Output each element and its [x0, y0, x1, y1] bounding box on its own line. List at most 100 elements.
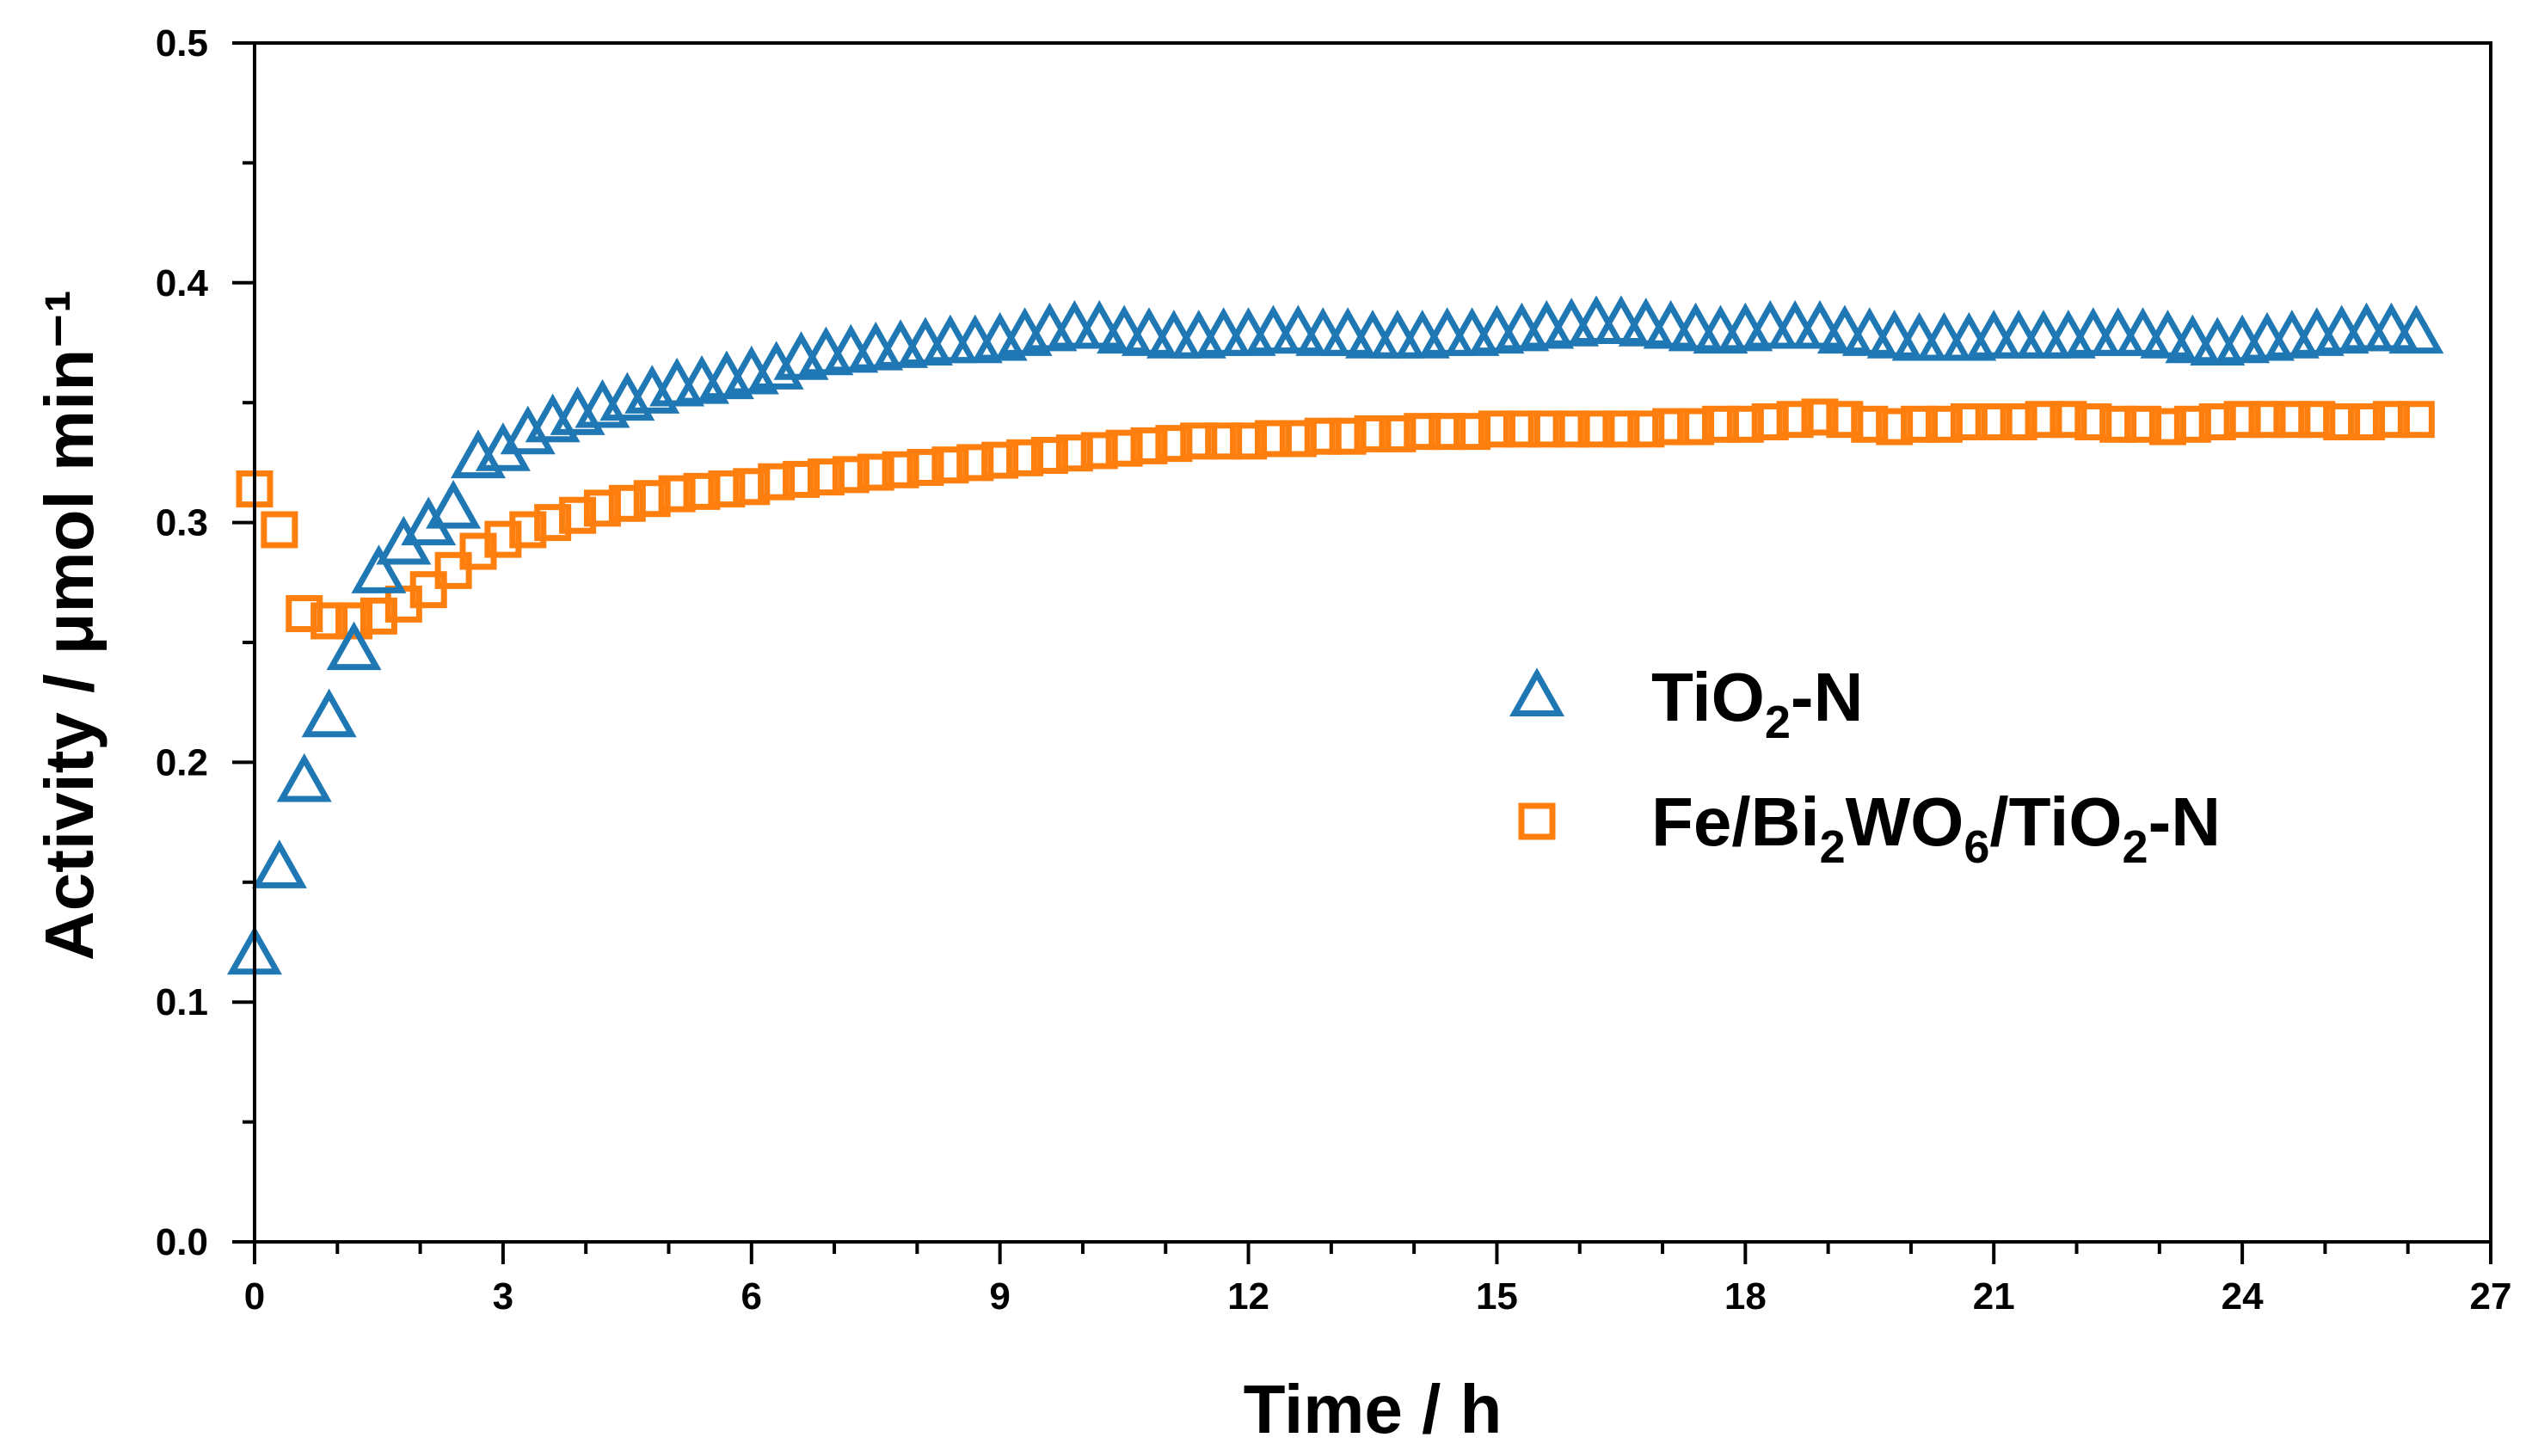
triangle-data-point: [1841, 307, 1897, 356]
square-data-point: [1950, 403, 1988, 441]
square-data-point: [509, 511, 547, 549]
square-data-point: [832, 456, 870, 494]
square-data-point: [1105, 429, 1143, 467]
x-tick-label: 18: [1724, 1275, 1767, 1318]
square-data-point: [1006, 439, 1044, 476]
x-tick-label: 6: [741, 1275, 762, 1318]
triangle-data-point: [351, 544, 407, 593]
legend-label-part: /TiO: [1989, 783, 2122, 860]
series-1-points: [236, 398, 2435, 640]
square-data-point: [1205, 422, 1243, 460]
triangle-data-point: [1792, 299, 1847, 349]
legend-item: Fe/Bi2WO6/TiO2-N: [1518, 783, 2221, 873]
x-tick-label: 12: [1227, 1275, 1269, 1318]
square-data-point: [2148, 408, 2186, 445]
square-data-point: [1404, 413, 1441, 451]
square-data-point: [733, 468, 771, 506]
square-data-point: [1080, 432, 1118, 470]
square-data-point: [2198, 403, 2236, 441]
square-data-point: [1304, 417, 1342, 455]
triangle-data-point: [326, 621, 382, 671]
square-data-point: [1155, 425, 1193, 463]
square-data-point: [335, 602, 373, 640]
square-data-point: [1354, 415, 1392, 452]
square-data-point: [658, 475, 696, 513]
triangle-data-point: [2363, 302, 2419, 352]
triangle-data-point: [1072, 299, 1128, 349]
legend-label-part: Fe/Bi: [1651, 783, 1820, 860]
square-data-point: [2372, 401, 2410, 439]
square-data-point: [459, 532, 497, 570]
square-data-point: [261, 511, 298, 549]
series-0-points: [227, 295, 2444, 975]
x-tick-label: 21: [1973, 1275, 2015, 1318]
square-data-point: [882, 451, 919, 488]
square-data-point: [1726, 405, 1764, 443]
legend-label: TiO2-N: [1651, 659, 1863, 748]
square-data-point: [956, 444, 994, 482]
triangle-data-point: [1122, 307, 1177, 356]
square-data-point: [1454, 413, 1491, 451]
triangle-data-point: [1668, 302, 1724, 352]
square-data-point: [1552, 410, 1590, 448]
y-tick-label: 0.2: [156, 741, 208, 783]
square-data-point: [1329, 417, 1367, 455]
axis-tick-labels: 0 3 6 9 12 15 18 21 24 27 0.0 0.1 0.2 0.3 0.4 0.5: [156, 22, 2512, 1318]
square-data-point: [559, 496, 597, 534]
x-tick-label: 15: [1476, 1275, 1518, 1318]
legend-label-part: -N: [2148, 783, 2221, 860]
triangle-data-point: [1593, 295, 1649, 344]
triangle-data-point: [276, 753, 332, 802]
y-tick-label: 0.5: [156, 22, 208, 65]
triangle-data-point: [1816, 304, 1872, 354]
square-data-point: [484, 520, 522, 558]
square-data-point: [1652, 408, 1690, 445]
square-data-point: [1130, 427, 1168, 464]
legend-item: TiO2-N: [1509, 659, 1863, 748]
square-data-point: [1478, 410, 1515, 448]
square-data-point: [931, 446, 969, 484]
square-data-point: [1503, 410, 1540, 448]
square-data-point: [1180, 422, 1218, 460]
square-data-point: [633, 480, 671, 518]
triangle-data-point: [500, 405, 556, 455]
square-data-point: [783, 460, 820, 498]
x-tick-label: 9: [989, 1275, 1010, 1318]
square-data-point: [1030, 437, 1068, 475]
plot-markers: [227, 295, 2444, 975]
legend-label: Fe/Bi2WO6/TiO2-N: [1651, 783, 2221, 873]
triangle-data-point: [1866, 310, 1922, 359]
legend-triangle-marker: [1509, 667, 1564, 716]
square-data-point: [1776, 401, 1814, 439]
legend: TiO2-N Fe/Bi2WO6/TiO2-N: [1509, 659, 2221, 873]
triangle-data-point: [1643, 299, 1699, 349]
y-tick-label: 0.0: [156, 1221, 208, 1263]
y-tick-label: 0.3: [156, 502, 208, 544]
square-data-point: [1826, 401, 1864, 439]
x-tick-label: 0: [244, 1275, 265, 1318]
x-tick-label: 27: [2470, 1275, 2512, 1318]
square-data-point: [807, 458, 845, 496]
triangle-data-point: [301, 688, 357, 738]
triangle-data-point: [2165, 314, 2221, 364]
square-data-point: [1577, 410, 1615, 448]
y-axis-title: Activity / μmol min⁻¹: [31, 290, 108, 961]
square-data-point: [2173, 405, 2211, 443]
y-tick-label: 0.4: [156, 262, 209, 304]
square-data-point: [2273, 401, 2311, 439]
square-data-point: [1379, 415, 1417, 452]
y-tick-label: 0.1: [156, 981, 208, 1023]
square-data-point: [2323, 403, 2361, 441]
square-data-point: [683, 472, 721, 510]
legend-label-subscript: 6: [1964, 821, 1989, 873]
square-data-point: [608, 484, 646, 522]
legend-label-part: WO: [1846, 783, 1964, 860]
square-data-point: [2025, 401, 2062, 439]
square-data-point: [708, 470, 746, 508]
triangle-data-point: [426, 480, 482, 529]
triangle-data-point: [2388, 304, 2444, 354]
square-data-point: [1627, 410, 1665, 448]
square-data-point: [907, 448, 944, 486]
square-data-point: [1279, 420, 1317, 458]
